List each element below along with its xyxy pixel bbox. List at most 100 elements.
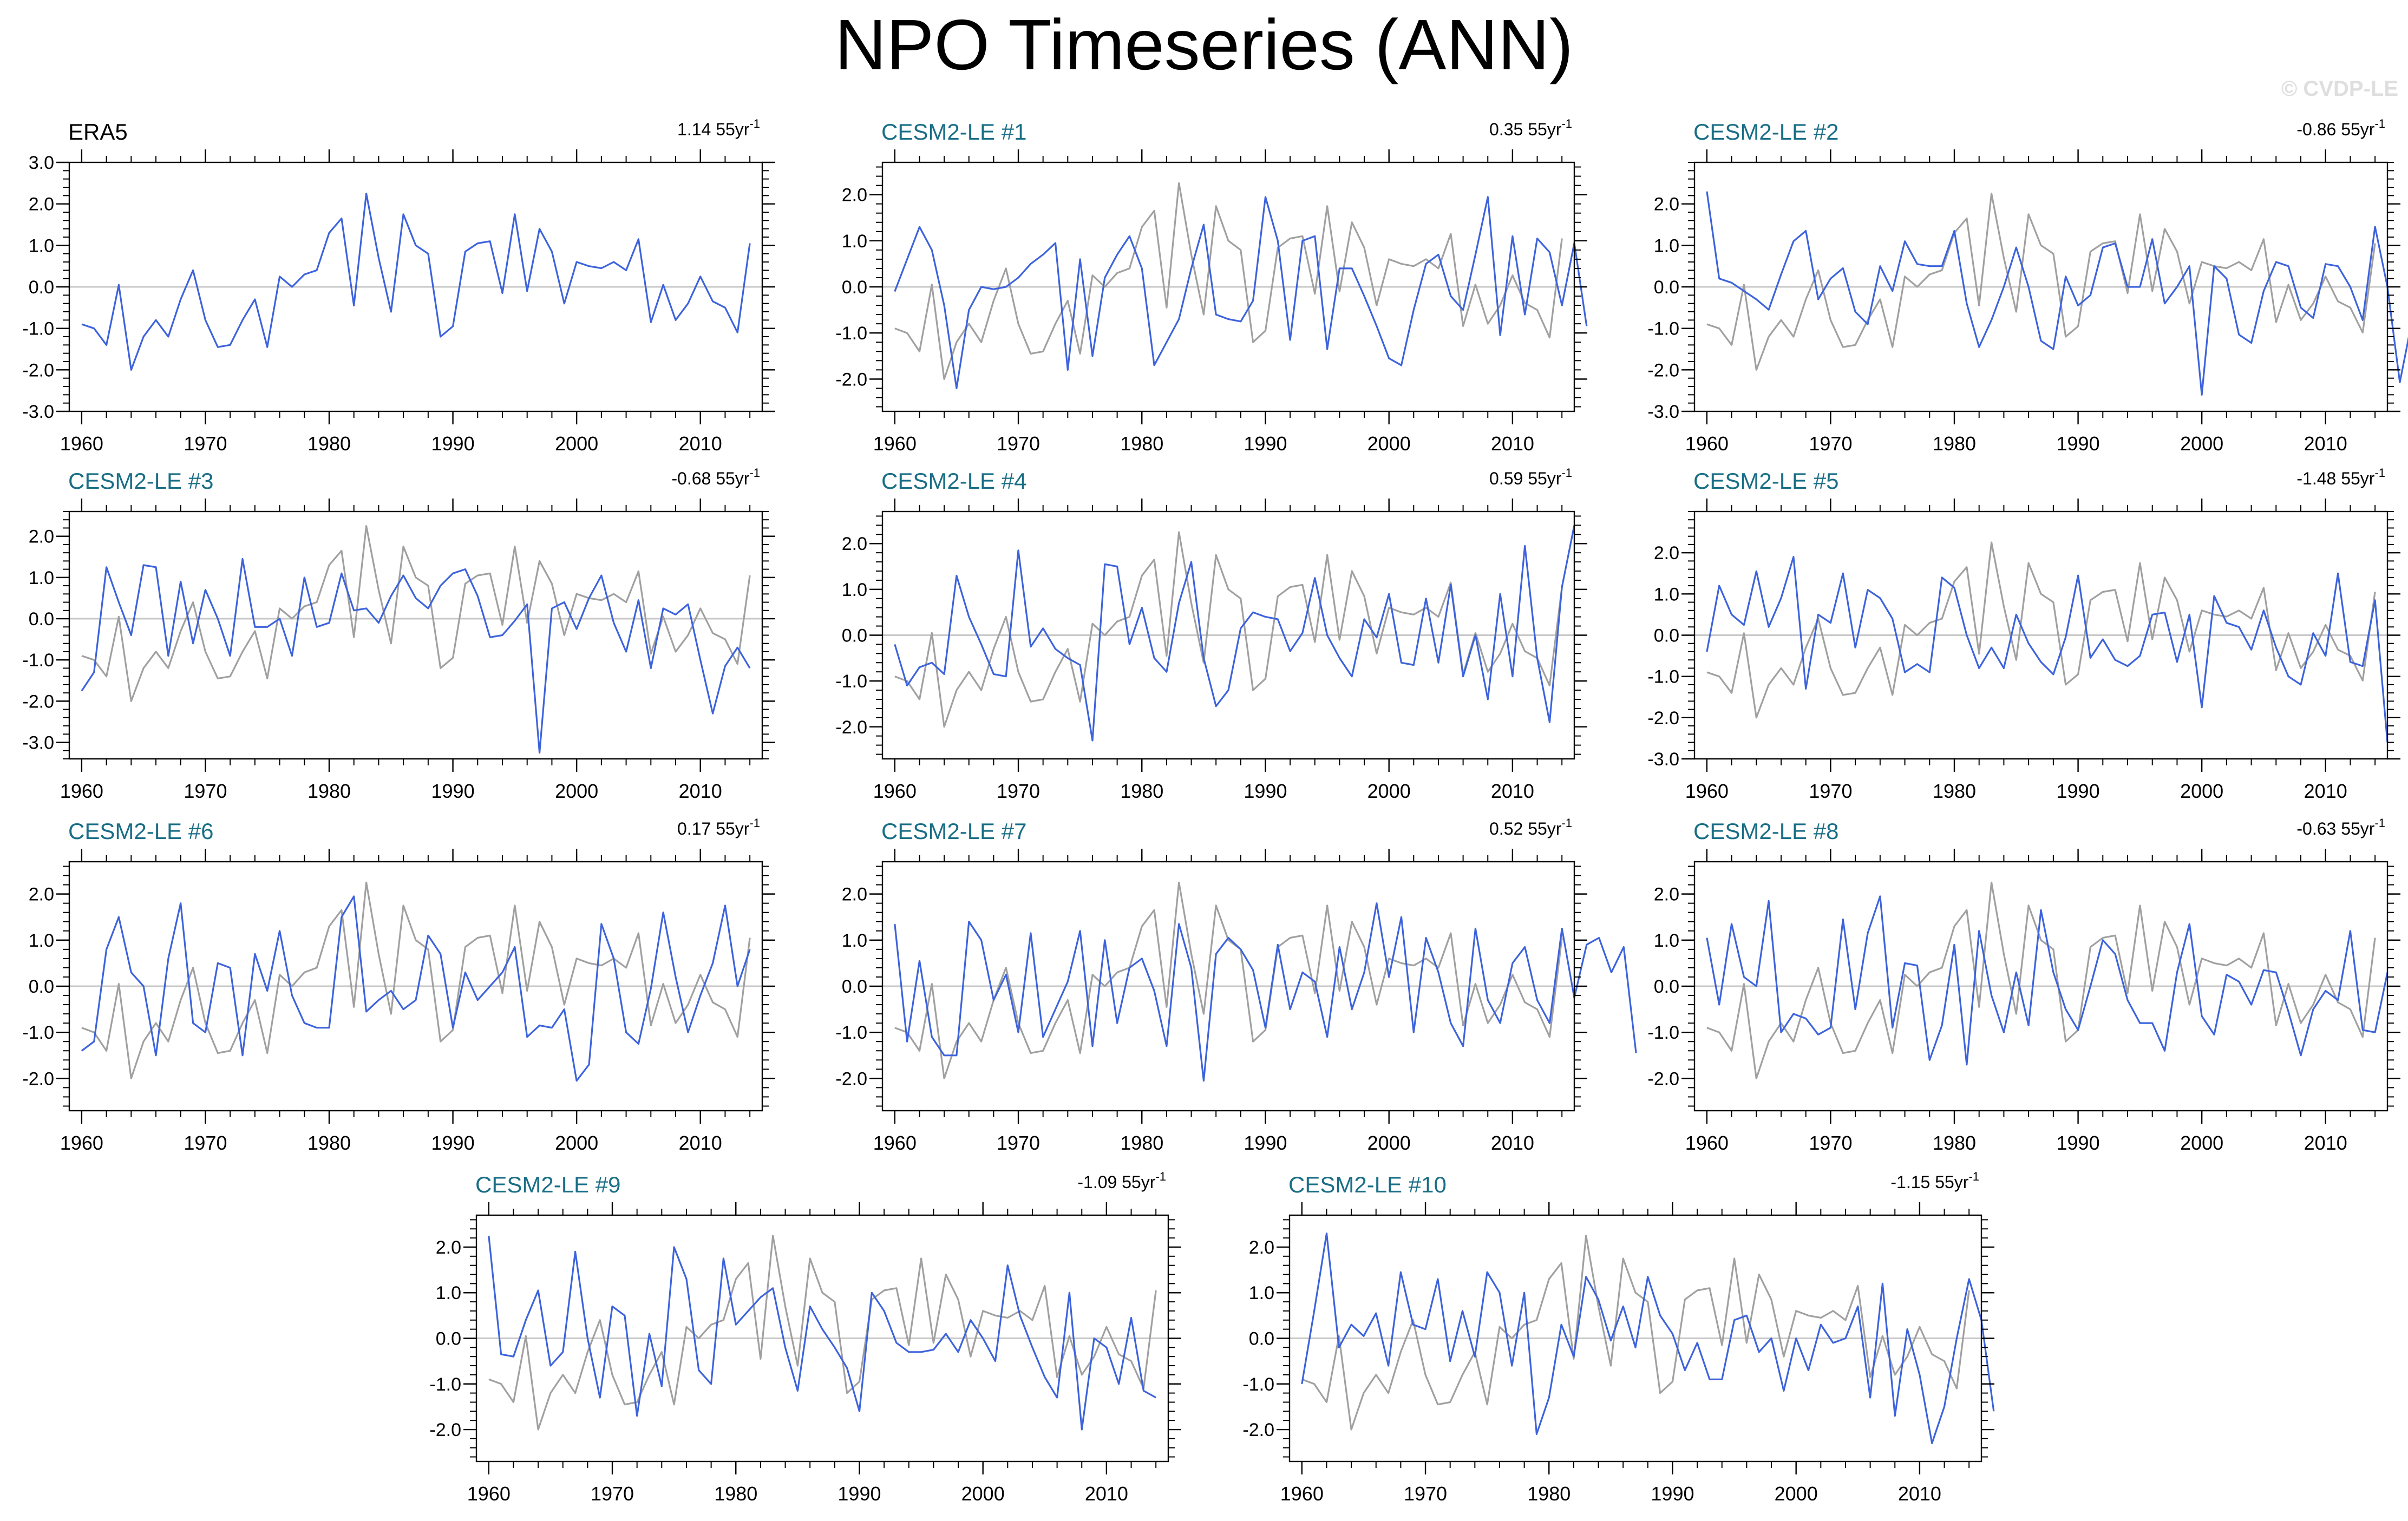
y-tick-label: -1.0 [835,1022,867,1043]
panel-cesm2-le-4: 1960 1970 1980 1990 2000 2010 -2.0 -1.0 0.0 1.0 2.… [835,466,1587,802]
x-tick-label: 1980 [1933,780,1976,802]
y-tick-label: 2.0 [436,1237,461,1258]
y-tick-label: 0.0 [1654,626,1679,646]
y-tick-label: -2.0 [429,1420,461,1440]
x-tick-label: 2000 [1367,780,1411,802]
trend-label: -1.09 55yr-1 [1077,1170,1166,1192]
y-tick-label: -2.0 [1242,1420,1274,1440]
series-line-era5 [894,182,1563,381]
series-line-era5 [1301,1235,1970,1431]
y-tick-label: -1.0 [835,323,867,344]
y-tick-label: 1.0 [436,1283,461,1303]
panel-cesm2-le-1: 1960 1970 1980 1990 2000 2010 -2.0 -1.0 0.0 1.0 2.… [835,117,1588,455]
trend-label: -0.86 55yr-1 [2296,117,2385,139]
panel-title: CESM2-LE #8 [1693,818,1838,844]
trend-value: -1.15 55yr [1890,1172,1968,1192]
series-line-cesm2-le-9 [488,1235,1156,1431]
x-tick-label: 2000 [961,1483,1005,1505]
x-tick-label: 2000 [555,432,598,455]
y-tick-label: 0.0 [1654,976,1679,997]
panel-title: CESM2-LE #4 [881,468,1026,494]
x-tick-label: 1990 [1244,1132,1287,1154]
x-tick-label: 1960 [873,780,917,802]
x-tick-label: 2010 [2304,780,2347,802]
series-line-era5 [81,881,751,1080]
trend-value: 0.52 55yr [1489,819,1562,838]
panel-cesm2-le-3: 1960 1970 1980 1990 2000 2010 -3.0 -2.0 -1.0 0.0 1… [22,466,775,802]
y-tick-label: 0.0 [1654,277,1679,298]
panel-cesm2-le-8: 1960 1970 1980 1990 2000 2010 -2.0 -1.0 0.0 1.0 2.… [1647,816,2400,1154]
x-tick-label: 1990 [2057,1132,2100,1154]
x-tick-label: 1980 [307,780,351,802]
series-line-era5 [488,1235,1157,1431]
y-tick-label: 0.0 [29,976,54,997]
y-tick-label: 0.0 [29,609,54,630]
x-tick-label: 2010 [1491,1132,1534,1154]
series-line-cesm2-le-4 [894,525,1575,742]
series-line-cesm2-le-7 [894,902,1637,1082]
x-tick-label: 1970 [184,432,227,455]
x-tick-label: 1980 [1120,1132,1163,1154]
x-tick-label: 1970 [997,432,1040,455]
watermark: © CVDP-LE [2281,77,2398,101]
series-line-era5 [894,531,1563,728]
y-tick-label: 1.0 [1654,584,1679,605]
x-tick-label: 2010 [679,432,722,455]
trend-exponent: -1 [1561,466,1572,480]
trend-exponent: -1 [1968,1170,1979,1183]
x-tick-label: 1970 [1809,1132,1852,1154]
x-tick-label: 1970 [1809,780,1852,802]
x-tick-label: 1970 [184,1132,227,1154]
x-tick-label: 1960 [1280,1483,1324,1505]
trend-value: 1.14 55yr [677,120,750,139]
y-tick-label: 1.0 [842,580,867,600]
panel-title: CESM2-LE #3 [68,468,213,494]
y-tick-label: -1.0 [835,671,867,692]
trend-value: -0.86 55yr [2296,120,2374,139]
x-tick-label: 1990 [2057,432,2100,455]
panel-title: CESM2-LE #7 [881,818,1026,844]
trend-value: -1.48 55yr [2296,469,2374,488]
y-tick-label: 1.0 [842,231,867,252]
series-line-era5 [1706,541,2376,719]
x-tick-label: 2010 [2304,432,2347,455]
x-tick-label: 2010 [2304,1132,2347,1154]
trend-label: 1.14 55yr-1 [677,117,760,139]
x-tick-label: 1970 [997,780,1040,802]
x-tick-label: 2010 [679,780,722,802]
x-tick-label: 1970 [1809,432,1852,455]
trend-exponent: -1 [749,816,760,830]
series-line-cesm2-le-2 [1706,191,2408,396]
y-tick-label: 2.0 [29,527,54,547]
x-tick-label: 1990 [1244,780,1287,802]
y-tick-label: 2.0 [29,194,54,215]
trend-label: 0.52 55yr-1 [1489,816,1572,838]
panel-title: CESM2-LE #9 [475,1172,620,1197]
series-line-era5 [894,881,1563,1080]
x-tick-label: 1960 [467,1483,511,1505]
x-tick-label: 2010 [1085,1483,1128,1505]
y-tick-label: 1.0 [29,568,54,588]
y-tick-label: -1.0 [429,1374,461,1395]
x-tick-label: 1980 [1120,780,1163,802]
y-tick-label: 0.0 [29,277,54,298]
panel-cesm2-le-2: 1960 1970 1980 1990 2000 2010 -3.0 -2.0 -1.0 0.0 1… [1647,117,2408,455]
panel-title: ERA5 [68,119,128,145]
x-tick-label: 1970 [997,1132,1040,1154]
series-line-cesm2-le-8 [1706,895,2389,1066]
y-tick-label: 2.0 [1654,543,1679,563]
x-tick-label: 2000 [555,1132,598,1154]
x-tick-label: 1980 [307,432,351,455]
trend-label: -1.48 55yr-1 [2296,466,2385,488]
panel-cesm2-le-7: 1960 1970 1980 1990 2000 2010 -2.0 -1.0 0.0 1.0 2.… [835,816,1637,1154]
y-tick-label: -1.0 [1647,667,1679,687]
trend-value: -0.68 55yr [671,469,749,488]
y-tick-label: 1.0 [1654,930,1679,951]
y-tick-label: 2.0 [842,185,867,206]
panel-cesm2-le-10: 1960 1970 1980 1990 2000 2010 -2.0 -1.0 0.0 1.0 2.… [1242,1170,1995,1505]
page-title: NPO Timeseries (ANN) [834,5,1574,84]
y-tick-label: 0.0 [842,976,867,997]
y-tick-label: -1.0 [1242,1374,1274,1395]
x-tick-label: 1960 [60,1132,103,1154]
y-tick-label: 0.0 [1249,1329,1274,1349]
